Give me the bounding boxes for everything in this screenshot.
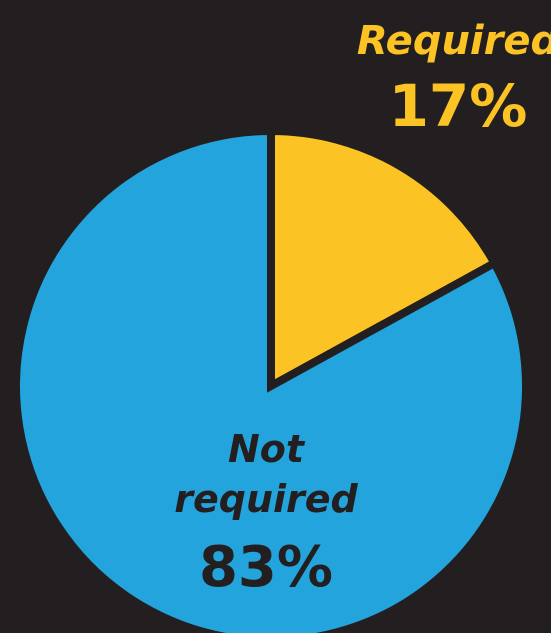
slice-label-not-required-line1: Not — [228, 427, 306, 471]
pie-slice-required — [267, 126, 500, 393]
slice-value-required: 17% — [389, 72, 528, 140]
slice-value-not-required: 83% — [199, 535, 333, 600]
pie-slice-not-required — [12, 126, 530, 633]
slice-label-not-required-line2: required — [174, 477, 358, 521]
slice-label-required: Required — [357, 18, 551, 64]
slices-layer — [12, 126, 530, 633]
